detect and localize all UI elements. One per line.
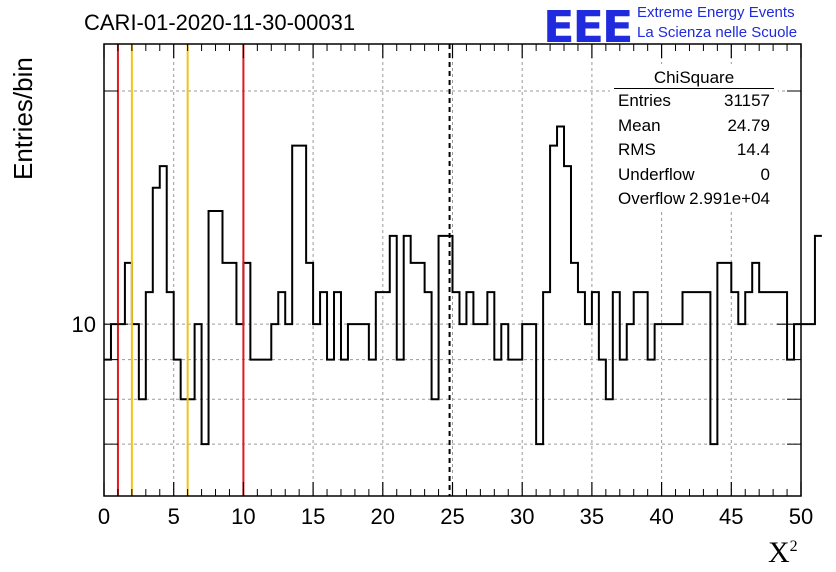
x-axis-label: X2 — [768, 536, 798, 569]
x-tick-label: 50 — [789, 504, 813, 529]
x-tick-label: 5 — [168, 504, 180, 529]
x-tick-label: 30 — [510, 504, 534, 529]
stats-value: 24.79 — [727, 115, 770, 135]
stats-row-overflow: Overflow 2.991e+04 — [610, 187, 778, 212]
stats-row-underflow: Underflow 0 — [610, 163, 778, 188]
stats-key: Overflow — [618, 189, 686, 208]
stats-box-name: ChiSquare — [614, 64, 774, 89]
chart-title: CARI-01-2020-11-30-00031 — [84, 10, 356, 35]
y-axis-label: Entries/bin — [8, 57, 38, 180]
x-tick-label: 10 — [231, 504, 255, 529]
stats-value: 0 — [760, 164, 770, 184]
stats-key: Underflow — [618, 164, 695, 184]
stats-row-mean: Mean 24.79 — [610, 114, 778, 139]
stats-box: ChiSquare Entries 31157 Mean 24.79 RMS 1… — [610, 64, 778, 212]
x-tick-label: 20 — [371, 504, 395, 529]
logo-line-2: La Scienza nelle Scuole — [637, 24, 798, 41]
stats-value: 31157 — [723, 91, 770, 110]
x-tick-label: 15 — [301, 504, 325, 529]
stats-key: Entries — [618, 91, 671, 110]
x-tick-label: 45 — [719, 504, 743, 529]
logo-line-1: Extreme Energy Events — [637, 4, 795, 21]
stats-value: 14.4 — [736, 140, 770, 159]
stats-row-rms: RMS 14.4 — [610, 138, 778, 163]
x-tick-label: 0 — [98, 504, 110, 529]
x-tick-label: 25 — [440, 504, 464, 529]
x-tick-label: 40 — [649, 504, 673, 529]
stats-key: Mean — [618, 115, 661, 135]
stats-row-entries: Entries 31157 — [610, 89, 778, 114]
stats-value: 2.991e+04 — [689, 189, 770, 208]
x-tick-label: 35 — [580, 504, 604, 529]
y-tick-label: 10 — [72, 312, 96, 337]
stats-key: RMS — [618, 140, 656, 159]
histogram-series — [104, 125, 822, 446]
eee-logo: EEE — [543, 2, 633, 53]
